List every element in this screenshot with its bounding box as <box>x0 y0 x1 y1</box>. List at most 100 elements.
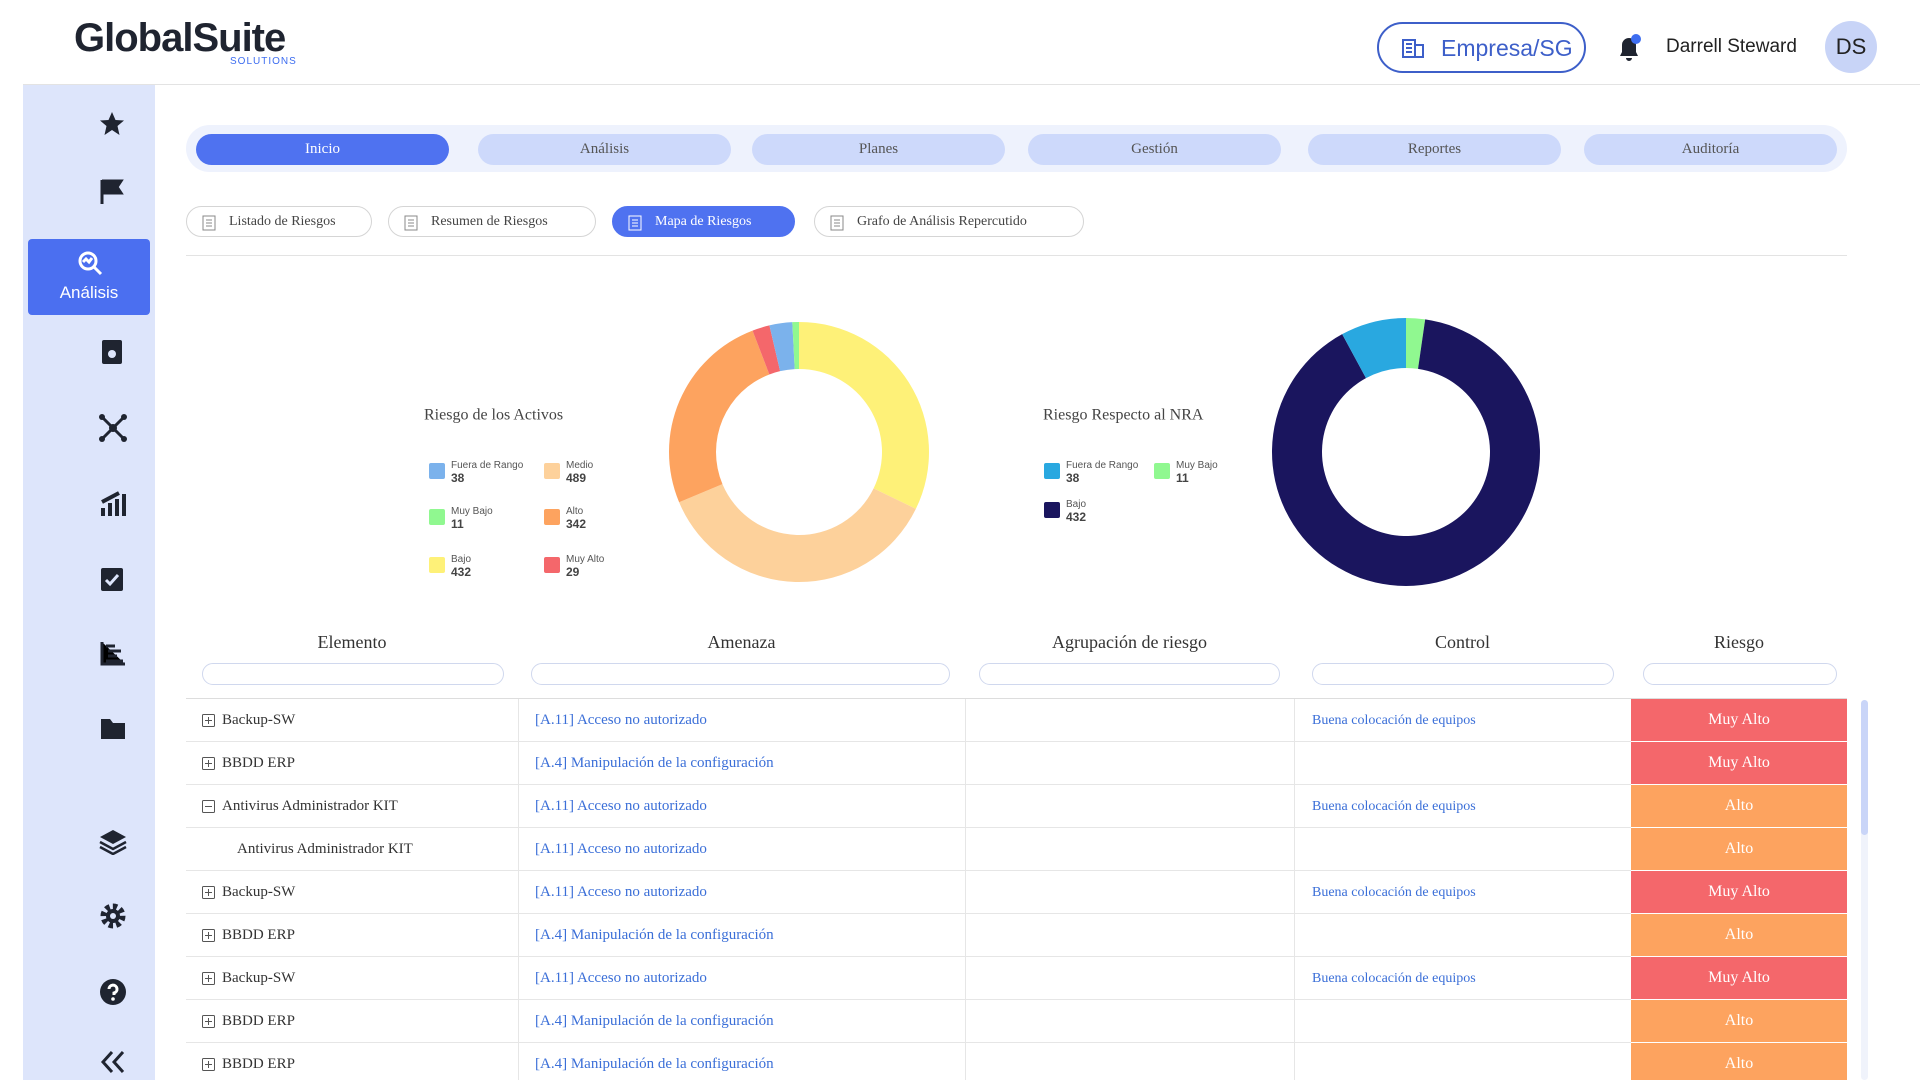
nav-tab[interactable]: Análisis <box>478 134 731 165</box>
column-header[interactable]: Amenaza <box>707 631 776 652</box>
amenaza-link[interactable]: [A.4] Manipulación de la configuración <box>535 755 774 771</box>
gantt-icon[interactable] <box>99 640 127 666</box>
control-link[interactable]: Buena colocación de equipos <box>1312 798 1476 814</box>
column-separator <box>518 1000 519 1043</box>
legend-swatch[interactable] <box>544 509 560 525</box>
logo[interactable]: GlobalSuite <box>74 16 286 60</box>
amenaza-link[interactable]: [A.4] Manipulación de la configuración <box>535 1056 774 1072</box>
active-nav-label: Análisis <box>59 283 119 302</box>
column-separator <box>965 742 966 785</box>
control-link[interactable]: Buena colocación de equipos <box>1312 712 1476 728</box>
docs-icon[interactable] <box>99 338 125 366</box>
toggle-sign <box>205 889 212 896</box>
legend-swatch[interactable] <box>429 557 445 573</box>
flag-icon[interactable] <box>99 179 125 205</box>
legend-swatch[interactable] <box>1154 463 1170 479</box>
company-button[interactable]: Empresa/SG <box>1377 22 1586 73</box>
favorites-icon[interactable] <box>99 111 125 137</box>
scrollbar-thumb[interactable] <box>1861 700 1868 835</box>
settings-icon[interactable] <box>99 902 127 930</box>
user-name[interactable]: Darrell Steward <box>1666 36 1797 57</box>
column-separator <box>1294 742 1295 785</box>
column-filter[interactable] <box>1312 663 1614 685</box>
expand-toggle[interactable] <box>202 1015 215 1028</box>
expand-toggle[interactable] <box>202 972 215 985</box>
notification-bell[interactable] <box>1614 32 1644 64</box>
risk-level: Alto <box>1631 1000 1847 1042</box>
expand-toggle[interactable] <box>202 886 215 899</box>
donut-slice[interactable] <box>792 322 799 370</box>
amenaza-link[interactable]: [A.11] Acceso no autorizado <box>535 884 707 900</box>
legend-swatch[interactable] <box>544 463 560 479</box>
legend-label: Muy Bajo <box>451 506 493 517</box>
expand-toggle[interactable] <box>202 757 215 770</box>
toggle-sign <box>205 975 212 982</box>
sub-tab[interactable]: Resumen de Riesgos <box>388 206 596 237</box>
amenaza-link[interactable]: [A.11] Acceso no autorizado <box>535 841 707 857</box>
nav-tab[interactable]: Gestión <box>1028 134 1281 165</box>
amenaza-link[interactable]: [A.11] Acceso no autorizado <box>535 798 707 814</box>
sub-tab-icon <box>628 215 642 231</box>
stats-icon[interactable] <box>99 490 127 518</box>
nav-tab[interactable]: Reportes <box>1308 134 1561 165</box>
donut-slice[interactable] <box>669 330 770 503</box>
legend-swatch[interactable] <box>544 557 560 573</box>
expand-toggle[interactable] <box>202 1058 215 1071</box>
column-header[interactable]: Elemento <box>317 631 387 652</box>
donut-slice[interactable] <box>1406 318 1426 369</box>
legend-value: 342 <box>566 517 586 531</box>
help-icon[interactable] <box>99 978 127 1006</box>
avatar[interactable]: DS <box>1825 21 1877 73</box>
column-header[interactable]: Agrupación de riesgo <box>1052 631 1207 652</box>
donut-slice[interactable] <box>769 322 795 372</box>
nav-bar <box>186 125 1847 172</box>
amenaza-link[interactable]: [A.4] Manipulación de la configuración <box>535 1013 774 1029</box>
column-filter[interactable] <box>1643 663 1837 685</box>
sub-tab[interactable]: Mapa de Riesgos <box>612 206 795 237</box>
folder-icon[interactable] <box>99 715 127 741</box>
donut-slice[interactable] <box>1342 318 1406 379</box>
legend-value: 29 <box>566 565 580 579</box>
column-filter[interactable] <box>202 663 504 685</box>
expand-toggle[interactable] <box>202 714 215 727</box>
control-link[interactable]: Buena colocación de equipos <box>1312 884 1476 900</box>
risk-level: Alto <box>1631 785 1847 827</box>
legend-swatch[interactable] <box>429 463 445 479</box>
column-filter[interactable] <box>531 663 950 685</box>
column-filter[interactable] <box>979 663 1280 685</box>
donut-slice[interactable] <box>1271 319 1540 586</box>
building-icon <box>1402 39 1424 58</box>
tasks-icon[interactable] <box>99 564 125 592</box>
legend-swatch[interactable] <box>1044 502 1060 518</box>
nav-tab[interactable]: Auditoría <box>1584 134 1837 165</box>
column-separator <box>1294 828 1295 871</box>
active-nav-item[interactable]: Análisis <box>28 239 150 315</box>
legend-swatch[interactable] <box>1044 463 1060 479</box>
amenaza-link[interactable]: [A.11] Acceso no autorizado <box>535 712 707 728</box>
collapse-icon[interactable] <box>99 1049 127 1075</box>
donut-slice[interactable] <box>752 325 781 375</box>
column-header[interactable]: Control <box>1434 631 1490 652</box>
network-icon[interactable] <box>99 414 127 442</box>
donut-slice[interactable] <box>799 322 929 509</box>
legend-label: Fuera de Rango <box>1066 460 1139 471</box>
toggle-sign <box>205 717 212 724</box>
column-header[interactable]: Riesgo <box>1713 631 1764 652</box>
expand-toggle[interactable] <box>202 929 215 942</box>
column-separator <box>965 1000 966 1043</box>
layers-icon[interactable] <box>99 827 127 855</box>
risk-level: Muy Alto <box>1631 957 1847 999</box>
amenaza-link[interactable]: [A.11] Acceso no autorizado <box>535 970 707 986</box>
legend-swatch[interactable] <box>429 509 445 525</box>
donut-slice[interactable] <box>679 484 916 582</box>
sub-tab[interactable]: Listado de Riesgos <box>186 206 372 237</box>
nav-tab[interactable]: Planes <box>752 134 1005 165</box>
control-link[interactable]: Buena colocación de equipos <box>1312 970 1476 986</box>
sub-tab[interactable]: Grafo de Análisis Repercutido <box>814 206 1084 237</box>
amenaza-link[interactable]: [A.4] Manipulación de la configuración <box>535 927 774 943</box>
nav-tab[interactable]: Inicio <box>196 134 449 165</box>
icon-shape <box>404 215 418 231</box>
expand-toggle[interactable] <box>202 800 215 813</box>
legend-label: Muy Alto <box>566 554 605 565</box>
